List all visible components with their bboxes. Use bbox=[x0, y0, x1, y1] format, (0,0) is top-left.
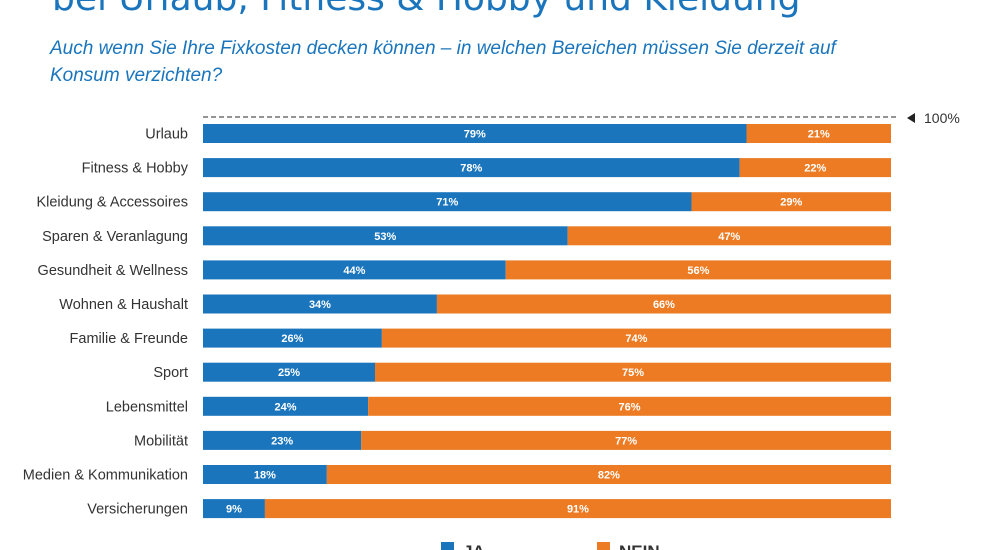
data-label: 24% bbox=[275, 401, 297, 413]
data-label: 34% bbox=[309, 299, 331, 311]
data-label: 29% bbox=[780, 197, 802, 209]
data-label: 44% bbox=[343, 265, 365, 277]
data-label: 75% bbox=[622, 367, 644, 379]
bar-nein bbox=[691, 192, 891, 212]
bar-nein bbox=[361, 430, 891, 450]
data-label: 22% bbox=[804, 163, 826, 175]
category-label: Familie & Freunde bbox=[70, 331, 188, 347]
data-label: 53% bbox=[374, 231, 396, 243]
bar-nein bbox=[264, 499, 891, 519]
bar-nein bbox=[326, 465, 892, 484]
category-label: Medien & Kommunikation bbox=[23, 468, 188, 484]
data-label: 71% bbox=[436, 197, 458, 209]
legend-swatch-nein bbox=[597, 542, 610, 550]
reference-label: 100% bbox=[924, 110, 960, 126]
data-label: 79% bbox=[464, 129, 486, 141]
data-label: 76% bbox=[619, 401, 641, 413]
data-label: 18% bbox=[254, 470, 276, 482]
bar-ja bbox=[203, 328, 382, 348]
reference-arrow-icon bbox=[907, 113, 915, 123]
category-label: Sparen & Veranlagung bbox=[42, 229, 188, 245]
legend-label-ja: JA bbox=[463, 542, 485, 550]
data-label: 47% bbox=[718, 231, 740, 243]
bar-ja bbox=[203, 499, 265, 519]
legend-label-nein: NEIN bbox=[619, 542, 660, 550]
category-label: Gesundheit & Wellness bbox=[38, 263, 188, 279]
bar-nein bbox=[436, 294, 891, 314]
bar-nein bbox=[739, 158, 891, 178]
category-label: Mobilität bbox=[134, 433, 188, 449]
bar-nein bbox=[746, 124, 891, 143]
bar-ja bbox=[203, 294, 437, 314]
bar-ja bbox=[203, 124, 747, 143]
bar-ja bbox=[203, 465, 327, 484]
legend-swatch-ja bbox=[441, 542, 454, 550]
bar-ja bbox=[203, 192, 692, 212]
data-label: 77% bbox=[615, 435, 637, 447]
category-label: Wohnen & Haushalt bbox=[59, 297, 188, 313]
bar-ja bbox=[203, 430, 362, 450]
bar-ja bbox=[203, 260, 506, 280]
category-label: Kleidung & Accessoires bbox=[36, 195, 188, 211]
data-label: 23% bbox=[271, 435, 293, 447]
bar-nein bbox=[368, 396, 891, 416]
category-label: Urlaub bbox=[145, 127, 188, 143]
category-label: Versicherungen bbox=[87, 502, 188, 518]
bar-ja bbox=[203, 396, 369, 416]
category-label: Fitness & Hobby bbox=[82, 161, 189, 177]
chart-subtitle: Auch wenn Sie Ihre Fixkosten decken könn… bbox=[50, 38, 836, 86]
bar-nein bbox=[381, 328, 891, 348]
data-label: 74% bbox=[625, 333, 647, 345]
data-label: 21% bbox=[808, 129, 830, 141]
data-label: 66% bbox=[653, 299, 675, 311]
bar-ja bbox=[203, 226, 568, 246]
data-label: 78% bbox=[460, 163, 482, 175]
data-label: 9% bbox=[226, 504, 242, 516]
data-label: 56% bbox=[687, 265, 709, 277]
bar-nein bbox=[375, 362, 891, 382]
category-label: Sport bbox=[153, 365, 188, 381]
chart-title: bei Urlaub, Fitness & Hobby und Kleidung bbox=[52, 0, 800, 19]
category-label: Lebensmittel bbox=[106, 399, 188, 415]
data-label: 26% bbox=[281, 333, 303, 345]
bar-ja bbox=[203, 158, 740, 178]
bar-nein bbox=[505, 260, 891, 280]
data-label: 82% bbox=[598, 470, 620, 482]
bar-ja bbox=[203, 362, 375, 382]
data-label: 25% bbox=[278, 367, 300, 379]
data-label: 91% bbox=[567, 504, 589, 516]
bar-nein bbox=[567, 226, 891, 246]
